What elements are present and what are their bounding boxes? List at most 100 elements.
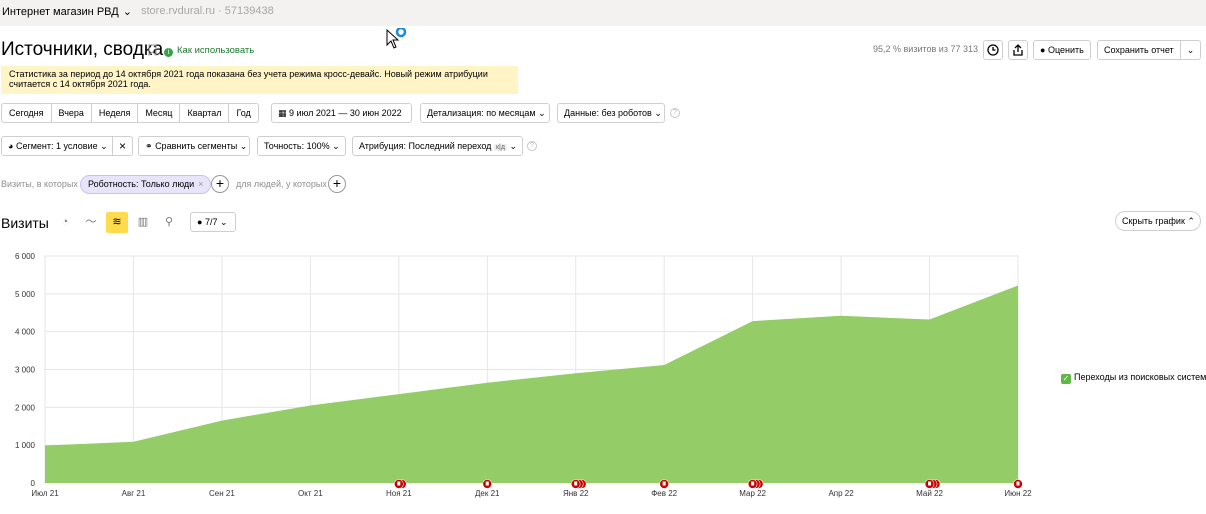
- visits-share: 95,2 % визитов из 77 313: [873, 44, 978, 54]
- x-tick-label: Дек 21: [475, 489, 500, 498]
- compare-label: Сравнить сегменты: [155, 141, 238, 151]
- chevron-down-icon: ⌄: [219, 217, 228, 227]
- period-quarter[interactable]: Квартал: [179, 104, 228, 122]
- x-tick-label: Окт 21: [298, 489, 323, 498]
- annotation-marker[interactable]: [747, 479, 758, 489]
- x-tick-label: Июл 21: [31, 489, 59, 498]
- x-tick-label: Ноя 21: [386, 489, 412, 498]
- y-tick-label: 0: [31, 479, 36, 488]
- x-tick-label: Авг 21: [122, 489, 146, 498]
- segment-label: Сегмент: 1 условие: [15, 141, 98, 151]
- compare-segments-dropdown[interactable]: ⚭ Сравнить сегменты ⌄: [138, 136, 250, 156]
- history-button[interactable]: [983, 40, 1003, 60]
- annotation-marker[interactable]: [1013, 479, 1023, 489]
- help-icon[interactable]: ?: [527, 141, 537, 151]
- chevron-down-icon: ⌄: [122, 6, 132, 18]
- site-url-counter: store.rvdural.ru · 57139438: [141, 5, 274, 17]
- metrics-selector[interactable]: ● 7/7 ⌄: [190, 212, 236, 232]
- data-filter-dropdown[interactable]: Данные: без роботов ⌄: [557, 103, 665, 123]
- period-month[interactable]: Месяц: [137, 104, 179, 122]
- x-tick-label: Фев 22: [651, 489, 677, 498]
- area-series-search: [45, 285, 1018, 483]
- hide-chart-label: Скрыть график: [1122, 216, 1185, 226]
- x-tick-label: Май 22: [916, 489, 943, 498]
- crossdevice-badge: к|д: [493, 144, 507, 151]
- detail-dropdown[interactable]: Детализация: по месяцам ⌄: [420, 103, 550, 123]
- save-report-button[interactable]: Сохранить отчет: [1097, 40, 1181, 60]
- annotation-marker[interactable]: [570, 479, 581, 489]
- pie-icon: ◕: [8, 141, 14, 151]
- period-year[interactable]: Год: [228, 104, 257, 122]
- pie-chart-icon[interactable]: ◔: [61, 216, 69, 228]
- x-tick-label: Апр 22: [828, 489, 854, 498]
- mouse-cursor-icon: [386, 28, 407, 49]
- share-icon: [1013, 44, 1023, 56]
- chart-legend[interactable]: ✓ Переходы из поисковых систем: [1061, 372, 1206, 384]
- rate-label: Оценить: [1047, 45, 1084, 55]
- clear-segment-button[interactable]: ×: [112, 136, 133, 156]
- rate-icon: ●: [1040, 45, 1046, 55]
- x-tick-label: Мар 22: [739, 489, 766, 498]
- save-options-button[interactable]: ⌄: [1180, 40, 1201, 60]
- x-tick-label: Сен 21: [209, 489, 235, 498]
- attribution-label: Атрибуция: Последний переход: [359, 141, 492, 151]
- site-name: Интернет магазин РВД: [2, 6, 119, 18]
- add-visit-filter-button[interactable]: +: [211, 175, 229, 193]
- line-chart-icon[interactable]: 〜: [85, 216, 97, 228]
- legend-item-label: Переходы из поисковых систем: [1074, 372, 1206, 382]
- attribution-dropdown[interactable]: Атрибуция: Последний переход к|д ⌄: [352, 136, 523, 156]
- site-selector[interactable]: Интернет магазин РВД ⌄: [2, 5, 132, 18]
- accuracy-dropdown[interactable]: Точность: 100% ⌄: [257, 136, 346, 156]
- annotation-marker[interactable]: [659, 479, 669, 489]
- rate-button[interactable]: ● Оценить: [1033, 40, 1091, 60]
- annotation-marker[interactable]: [924, 479, 935, 489]
- help-icon[interactable]: ?: [670, 108, 680, 118]
- chevron-down-icon: ⌄: [1186, 45, 1195, 55]
- area-chart-icon[interactable]: ≋: [106, 212, 128, 233]
- chevron-down-icon: ⌄: [239, 141, 248, 151]
- y-tick-label: 5 000: [15, 290, 36, 299]
- map-pin-icon[interactable]: ⚲: [164, 216, 174, 228]
- segment-dropdown[interactable]: ◕ Сегмент: 1 условие ⌄: [1, 136, 113, 156]
- chevron-down-icon: ⌄: [332, 141, 340, 151]
- date-range-picker[interactable]: ▦ 9 июл 2021 — 30 июн 2022: [271, 103, 412, 123]
- x-tick-label: Июн 22: [1004, 489, 1032, 498]
- close-icon: ×: [118, 139, 126, 153]
- close-icon[interactable]: ×: [198, 179, 204, 189]
- x-tick-label: Янв 22: [563, 489, 589, 498]
- chevron-down-icon: ⌄: [538, 108, 546, 118]
- how-to-label: Как использовать: [177, 45, 255, 56]
- accuracy-label: Точность: 100%: [264, 141, 330, 151]
- how-to-link[interactable]: i Как использовать: [164, 45, 254, 57]
- y-tick-label: 4 000: [15, 328, 36, 337]
- period-week[interactable]: Неделя: [90, 104, 137, 122]
- period-today[interactable]: Сегодня: [9, 108, 44, 118]
- checkbox-icon[interactable]: ✓: [1061, 374, 1071, 384]
- bookmark-icon[interactable]: [148, 44, 157, 56]
- y-tick-label: 6 000: [15, 252, 36, 261]
- export-button[interactable]: [1008, 40, 1028, 60]
- notice-line-2: считается с 14 октября 2021 года.: [9, 79, 151, 89]
- y-tick-label: 2 000: [15, 403, 36, 412]
- date-range-label: 9 июл 2021 — 30 июн 2022: [289, 108, 402, 118]
- y-tick-label: 1 000: [15, 441, 36, 450]
- annotation-marker[interactable]: [482, 479, 493, 489]
- metrics-count: 7/7: [204, 217, 218, 227]
- attribution-notice: Статистика за период до 14 октября 2021 …: [1, 66, 518, 94]
- annotation-marker[interactable]: [394, 479, 404, 489]
- compare-icon: ⚭: [145, 141, 153, 151]
- people-filter-label: для людей, у которых: [236, 179, 327, 189]
- top-bar: Интернет магазин РВД ⌄ store.rvdural.ru ·…: [0, 0, 1206, 26]
- info-icon: i: [164, 48, 173, 57]
- hide-chart-button[interactable]: Скрыть график ⌃: [1115, 211, 1201, 231]
- detail-label: Детализация: по месяцам: [427, 108, 536, 118]
- period-yesterday[interactable]: Вчера: [50, 104, 91, 122]
- robot-filter-chip[interactable]: Роботность: Только люди ×: [80, 175, 212, 194]
- chevron-down-icon: ⌄: [509, 141, 517, 151]
- chart-title: Визиты: [1, 215, 49, 231]
- notice-line-1: Статистика за период до 14 октября 2021 …: [9, 69, 488, 79]
- add-people-filter-button[interactable]: +: [328, 175, 346, 193]
- page-title: Источники, сводка: [1, 39, 164, 60]
- chevron-up-icon: ⌃: [1187, 216, 1195, 226]
- bar-chart-icon[interactable]: ▥: [137, 216, 149, 228]
